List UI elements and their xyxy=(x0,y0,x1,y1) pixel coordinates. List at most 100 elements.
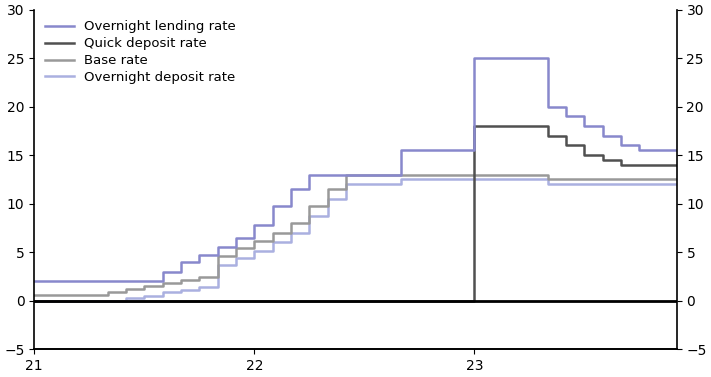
Quick deposit rate xyxy=(451,298,460,303)
Base rate xyxy=(268,230,277,235)
Quick deposit rate xyxy=(324,298,332,303)
Base rate xyxy=(543,177,552,182)
Overnight lending rate xyxy=(30,279,38,284)
Line: Base rate: Base rate xyxy=(34,175,676,295)
Quick deposit rate xyxy=(488,124,497,128)
Overnight deposit rate xyxy=(268,240,277,245)
Line: Quick deposit rate: Quick deposit rate xyxy=(34,126,676,300)
Overnight lending rate xyxy=(360,172,368,177)
Quick deposit rate xyxy=(543,133,552,138)
Legend: Overnight lending rate, Quick deposit rate, Base rate, Overnight deposit rate: Overnight lending rate, Quick deposit ra… xyxy=(41,16,240,88)
Quick deposit rate xyxy=(287,298,295,303)
Overnight deposit rate xyxy=(433,177,442,182)
Overnight deposit rate xyxy=(580,182,589,187)
Quick deposit rate xyxy=(415,298,424,303)
Overnight deposit rate xyxy=(30,299,38,303)
Overnight deposit rate xyxy=(342,182,351,187)
Quick deposit rate xyxy=(470,124,479,128)
Base rate xyxy=(342,172,351,177)
Overnight deposit rate xyxy=(397,177,405,182)
Overnight deposit rate xyxy=(617,182,626,187)
Overnight lending rate xyxy=(451,148,460,153)
Base rate xyxy=(305,204,314,208)
Line: Overnight deposit rate: Overnight deposit rate xyxy=(34,179,676,301)
Line: Overnight lending rate: Overnight lending rate xyxy=(34,58,676,281)
Quick deposit rate xyxy=(268,298,277,303)
Base rate xyxy=(397,172,405,177)
Overnight lending rate xyxy=(672,148,680,153)
Base rate xyxy=(122,287,130,291)
Base rate xyxy=(85,293,94,297)
Overnight lending rate xyxy=(177,259,186,264)
Overnight deposit rate xyxy=(360,182,368,187)
Overnight deposit rate xyxy=(324,196,332,201)
Quick deposit rate xyxy=(305,298,314,303)
Quick deposit rate xyxy=(653,162,662,167)
Quick deposit rate xyxy=(672,162,680,167)
Overnight deposit rate xyxy=(672,182,680,187)
Quick deposit rate xyxy=(433,298,442,303)
Base rate xyxy=(653,177,662,182)
Overnight deposit rate xyxy=(525,177,533,182)
Base rate xyxy=(213,253,222,258)
Overnight lending rate xyxy=(305,172,314,177)
Base rate xyxy=(525,172,533,177)
Base rate xyxy=(488,172,497,177)
Base rate xyxy=(232,246,240,250)
Overnight deposit rate xyxy=(470,177,479,182)
Overnight lending rate xyxy=(378,172,387,177)
Quick deposit rate xyxy=(525,124,533,128)
Base rate xyxy=(159,280,167,285)
Overnight lending rate xyxy=(232,235,240,240)
Quick deposit rate xyxy=(599,158,607,162)
Base rate xyxy=(470,172,479,177)
Overnight deposit rate xyxy=(85,299,94,303)
Overnight deposit rate xyxy=(232,256,240,260)
Overnight lending rate xyxy=(250,223,259,228)
Quick deposit rate xyxy=(250,298,259,303)
Quick deposit rate xyxy=(635,162,643,167)
Overnight deposit rate xyxy=(415,177,424,182)
Overnight lending rate xyxy=(525,56,533,60)
Quick deposit rate xyxy=(195,298,203,303)
Overnight deposit rate xyxy=(451,177,460,182)
Base rate xyxy=(672,177,680,182)
Overnight deposit rate xyxy=(213,263,222,268)
Base rate xyxy=(378,172,387,177)
Overnight lending rate xyxy=(397,148,405,153)
Quick deposit rate xyxy=(342,298,351,303)
Overnight deposit rate xyxy=(195,285,203,289)
Overnight deposit rate xyxy=(103,298,112,303)
Base rate xyxy=(415,172,424,177)
Base rate xyxy=(30,293,38,297)
Overnight deposit rate xyxy=(653,182,662,187)
Overnight lending rate xyxy=(287,187,295,192)
Quick deposit rate xyxy=(360,298,368,303)
Overnight deposit rate xyxy=(287,230,295,235)
Quick deposit rate xyxy=(397,298,405,303)
Overnight deposit rate xyxy=(250,248,259,253)
Overnight deposit rate xyxy=(122,296,130,300)
Base rate xyxy=(617,177,626,182)
Overnight lending rate xyxy=(159,269,167,274)
Overnight deposit rate xyxy=(378,182,387,187)
Overnight lending rate xyxy=(324,172,332,177)
Overnight lending rate xyxy=(653,148,662,153)
Overnight lending rate xyxy=(433,148,442,153)
Quick deposit rate xyxy=(562,143,570,148)
Overnight deposit rate xyxy=(305,213,314,218)
Base rate xyxy=(177,278,186,282)
Quick deposit rate xyxy=(580,153,589,158)
Base rate xyxy=(195,275,203,280)
Overnight lending rate xyxy=(195,252,203,257)
Overnight lending rate xyxy=(470,56,479,60)
Base rate xyxy=(140,284,149,288)
Base rate xyxy=(433,172,442,177)
Base rate xyxy=(324,187,332,192)
Overnight lending rate xyxy=(415,148,424,153)
Overnight lending rate xyxy=(213,245,222,250)
Overnight lending rate xyxy=(635,148,643,153)
Overnight lending rate xyxy=(617,143,626,148)
Overnight lending rate xyxy=(268,204,277,208)
Base rate xyxy=(287,221,295,225)
